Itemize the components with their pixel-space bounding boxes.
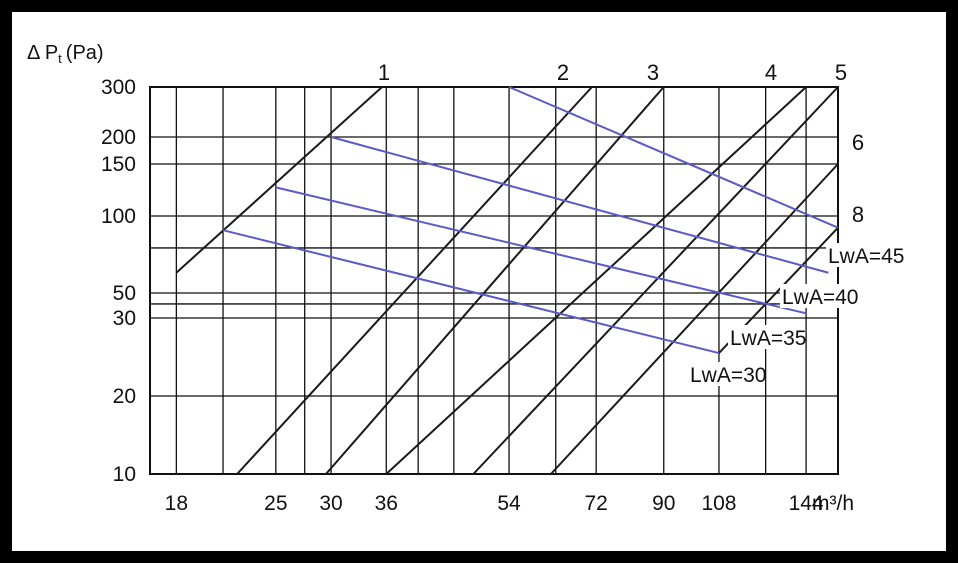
noise-lines: LwA=30 LwA=35 LwA=40 LwA=45 bbox=[222, 86, 904, 387]
fan-curve-6 bbox=[550, 163, 839, 475]
y-tick-label: 150 bbox=[101, 153, 136, 176]
x-tick-label: 36 bbox=[375, 492, 398, 515]
fan-curve-5 bbox=[472, 86, 839, 475]
fan-curve-label-6: 6 bbox=[852, 130, 864, 155]
fan-curve-4 bbox=[385, 86, 807, 475]
y-tick-label: 100 bbox=[101, 205, 136, 228]
x-tick-label: 54 bbox=[497, 492, 521, 515]
x-tick-labels: 18 25 30 36 54 72 90 108 144 bbox=[165, 492, 824, 515]
y-axis-label: Δ Pt (Pa) bbox=[27, 42, 104, 66]
y-axis-label-main: Δ P bbox=[27, 42, 58, 64]
noise-label-bg bbox=[688, 362, 762, 386]
plot-border bbox=[149, 86, 839, 475]
x-tick-label: 144 bbox=[789, 492, 824, 515]
noise-label-bg bbox=[780, 284, 854, 308]
y-tick-label: 50 bbox=[113, 282, 136, 305]
x-tick-label: 72 bbox=[584, 492, 607, 515]
x-tick-label: 18 bbox=[165, 492, 188, 515]
noise-line-label: LwA=45 bbox=[828, 245, 904, 268]
y-axis-label-sub: t bbox=[58, 51, 62, 66]
svg-text:Δ Pt(Pa): Δ Pt (Pa) bbox=[27, 42, 104, 66]
x-tick-label: 108 bbox=[701, 492, 736, 515]
y-tick-label: 30 bbox=[113, 307, 136, 330]
x-tick-label: 90 bbox=[652, 492, 675, 515]
y-tick-label: 300 bbox=[101, 76, 136, 99]
y-tick-label: 20 bbox=[113, 385, 136, 408]
fan-curve-3 bbox=[325, 86, 665, 475]
grid bbox=[149, 86, 839, 475]
noise-line-lwa-40 bbox=[330, 136, 829, 274]
noise-label-bg bbox=[728, 325, 802, 349]
fan-curve-1 bbox=[175, 86, 383, 274]
y-axis-label-unit: (Pa) bbox=[66, 42, 104, 64]
y-tick-label: 10 bbox=[113, 463, 136, 486]
fan-curve-label-4: 4 bbox=[765, 60, 777, 85]
fan-curves: 1 2 3 4 5 6 8 bbox=[175, 60, 864, 475]
fan-curve-label-5: 5 bbox=[835, 60, 847, 85]
chart-frame: Δ Pt (Pa) 300 200 150 100 50 30 20 10 18 25 30 36 54… bbox=[9, 9, 949, 554]
noise-line-lwa-30 bbox=[222, 229, 720, 355]
x-tick-label: 30 bbox=[319, 492, 342, 515]
fan-curve-label-3: 3 bbox=[647, 60, 659, 85]
x-tick-label: 25 bbox=[264, 492, 287, 515]
x-axis-label: m³/h bbox=[812, 492, 854, 515]
fan-curve-label-1: 1 bbox=[378, 60, 390, 85]
fan-curve-label-2: 2 bbox=[557, 60, 569, 85]
fan-curve-label-8: 8 bbox=[852, 202, 864, 227]
noise-line-label: LwA=35 bbox=[730, 327, 806, 350]
fan-curve-2 bbox=[236, 86, 593, 475]
noise-line-label: LwA=40 bbox=[782, 286, 858, 309]
noise-line-label: LwA=30 bbox=[690, 364, 766, 387]
noise-label-bg bbox=[826, 243, 900, 267]
noise-line-lwa-45 bbox=[508, 86, 839, 229]
y-tick-label: 200 bbox=[101, 126, 136, 149]
noise-line-lwa-35 bbox=[275, 186, 807, 315]
